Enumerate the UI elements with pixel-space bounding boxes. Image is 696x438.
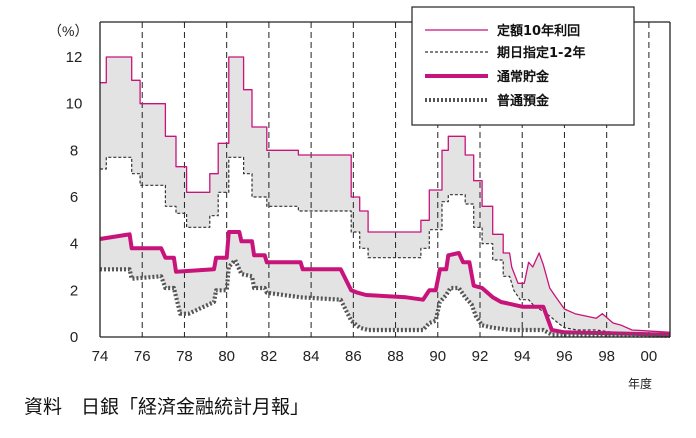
shaded-band-1 bbox=[100, 232, 670, 336]
x-tick-label-4: 82 bbox=[261, 348, 278, 365]
y-tick-label-6: 12 bbox=[66, 49, 83, 66]
series-line-1 bbox=[100, 156, 671, 335]
x-tick-label-10: 94 bbox=[514, 348, 531, 365]
x-tick-label-12: 98 bbox=[598, 348, 615, 365]
y-tick-label-4: 8 bbox=[70, 142, 78, 159]
series-line-2 bbox=[99, 230, 671, 337]
legend-box bbox=[411, 6, 635, 126]
source-note: 資料 日銀「経済金融統計月報」 bbox=[24, 396, 310, 418]
y-tick-labels: 0 2 4 6 8 10 12 bbox=[66, 49, 83, 346]
shaded-band-0 bbox=[100, 57, 670, 334]
x-tick-labels: 74 76 78 80 82 84 86 88 90 92 94 96 98 00 bbox=[92, 348, 658, 365]
x-tick-label-9: 92 bbox=[472, 348, 489, 365]
x-tick-label-13: 00 bbox=[641, 348, 658, 365]
x-unit-label: 年度 bbox=[628, 376, 652, 391]
x-tick-label-8: 90 bbox=[429, 348, 446, 365]
x-tick-label-1: 76 bbox=[134, 348, 151, 365]
x-tick-label-6: 86 bbox=[345, 348, 362, 365]
legend-label-series-0: 定額10年利回 bbox=[496, 23, 580, 39]
y-tick-label-1: 2 bbox=[70, 282, 78, 299]
y-tick-label-3: 6 bbox=[70, 189, 78, 206]
x-tick-label-5: 84 bbox=[303, 348, 320, 365]
shaded-bands bbox=[100, 57, 670, 336]
legend-label-series-1: 期日指定1-2年 bbox=[497, 45, 586, 61]
y-tick-label-0: 0 bbox=[70, 329, 78, 346]
x-tick-label-7: 88 bbox=[387, 348, 404, 365]
series-line-3 bbox=[100, 257, 671, 338]
x-tick-label-11: 96 bbox=[556, 348, 573, 365]
legend: 定額10年利回 期日指定1-2年 通常貯金 普通預金 bbox=[411, 6, 635, 126]
legend-label-series-2: 通常貯金 bbox=[497, 69, 550, 85]
x-tick-label-0: 74 bbox=[92, 348, 109, 365]
series-lines bbox=[99, 56, 671, 338]
y-tick-label-2: 4 bbox=[70, 236, 78, 253]
y-unit-label: （%） bbox=[48, 23, 88, 39]
legend-label-series-3: 普通預金 bbox=[497, 93, 550, 109]
y-tick-label-5: 10 bbox=[66, 96, 83, 113]
x-tick-label-2: 78 bbox=[176, 348, 193, 365]
series-line-0 bbox=[100, 56, 671, 333]
x-tick-label-3: 80 bbox=[218, 348, 235, 365]
